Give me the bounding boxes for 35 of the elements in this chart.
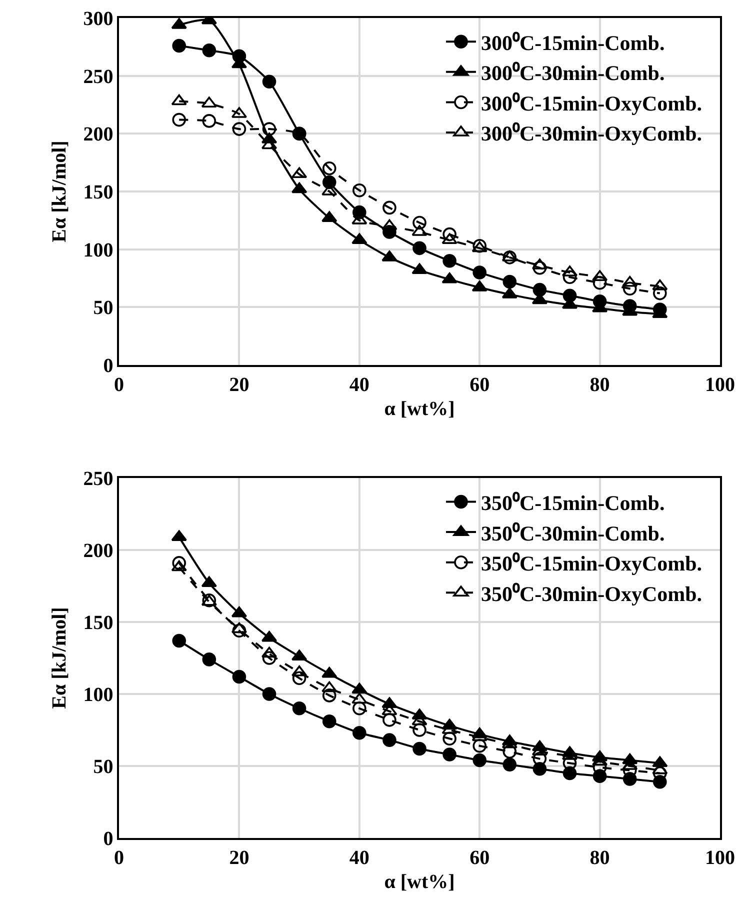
x-tick-label: 40 (349, 374, 370, 396)
y-tick-label: 0 (103, 828, 114, 850)
x-tick-label: 60 (470, 846, 490, 869)
y-tick-label: 250 (83, 66, 114, 88)
y-tick-label: 100 (83, 684, 114, 706)
y-tick-label: 50 (93, 756, 114, 778)
x-axis-title: α [wt%] (384, 398, 455, 420)
legend-label: 350⁰C-30min-OxyComb. (480, 582, 702, 606)
x-axis-title: α [wt%] (384, 870, 455, 893)
x-tick-label: 100 (705, 846, 735, 869)
y-tick-label: 100 (83, 239, 114, 262)
legend-label: 300⁰C-30min-Comb. (480, 61, 665, 86)
legend-label: 350⁰C-15min-OxyComb. (480, 552, 702, 576)
y-tick-label: 150 (83, 612, 114, 634)
x-tick-label: 100 (705, 374, 735, 396)
y-axis-title: Eα [kJ/mol] (48, 607, 70, 709)
legend-label: 350⁰C-15min-Comb. (480, 490, 665, 515)
x-tick-label: 80 (590, 374, 610, 396)
legend-label: 300⁰C-15min-OxyComb. (480, 91, 702, 116)
x-tick-label: 20 (229, 846, 250, 869)
legend-label: 350⁰C-30min-Comb. (480, 521, 665, 546)
y-tick-label: 0 (103, 355, 114, 377)
x-tick-label: 20 (229, 374, 250, 396)
x-tick-label: 80 (590, 846, 610, 869)
y-tick-label: 200 (83, 124, 114, 146)
y-tick-label: 50 (93, 297, 114, 320)
x-tick-label: 60 (470, 374, 490, 396)
y-tick-label: 300 (83, 8, 114, 30)
y-tick-label: 200 (83, 540, 114, 562)
y-tick-label: 250 (83, 468, 114, 490)
x-tick-label: 40 (349, 846, 370, 869)
legend-label: 300⁰C-30min-OxyComb. (480, 122, 702, 146)
legend-label: 300⁰C-15min-Comb. (480, 30, 665, 55)
y-axis-title: Eα [kJ/mol] (48, 140, 70, 242)
y-tick-label: 150 (83, 182, 114, 204)
